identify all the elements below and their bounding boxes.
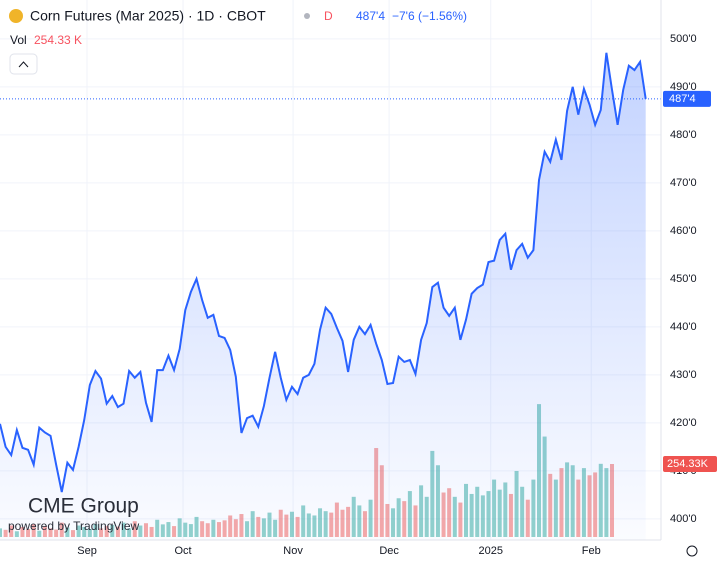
- y-tick-label: 420'0: [670, 417, 697, 429]
- last-volume-label: 254.33K: [667, 458, 709, 470]
- symbol-icon: [9, 9, 23, 23]
- x-tick-label: Nov: [283, 545, 303, 557]
- x-tick-label: Sep: [77, 545, 97, 557]
- chevron: [18, 61, 29, 68]
- flag: D: [324, 9, 333, 23]
- last-price: 487'4: [356, 9, 385, 23]
- y-tick-label: 490'0: [670, 81, 697, 93]
- collapse-button[interactable]: [9, 53, 38, 75]
- change: −7'6 (−1.56%): [392, 9, 467, 23]
- settings[interactable]: [686, 545, 698, 557]
- y-tick-label: 440'0: [670, 321, 697, 333]
- x-tick-label: Dec: [379, 545, 399, 557]
- x-tick-label: Oct: [174, 545, 191, 557]
- plot: [0, 0, 661, 541]
- y-tick-label: 460'0: [670, 225, 697, 237]
- volume-header: 254.33 K: [34, 33, 82, 47]
- y-tick-label: 450'0: [670, 273, 697, 285]
- last-price-label: 487'4: [669, 93, 696, 105]
- y-tick-label: 480'0: [670, 129, 697, 141]
- last-price-tag: [663, 90, 711, 107]
- dot: [304, 13, 310, 19]
- area: [0, 52, 646, 541]
- volume-title: Vol: [10, 33, 27, 47]
- y-tick-label: 500'0: [670, 33, 697, 45]
- last-volume-tag: [663, 456, 717, 473]
- x-tick-label: 2025: [478, 545, 502, 557]
- title: Corn Futures (Mar 2025) · 1D · CBOT: [30, 8, 266, 24]
- x-tick-label: Feb: [582, 545, 601, 557]
- y-tick-label: 430'0: [670, 369, 697, 381]
- powered-by: powered by TradingView: [8, 519, 140, 533]
- y-tick-label: 470'0: [670, 177, 697, 189]
- y-tick-label: 400'0: [670, 513, 697, 525]
- watermark: CME Group: [28, 495, 139, 518]
- price-line: [0, 52, 647, 493]
